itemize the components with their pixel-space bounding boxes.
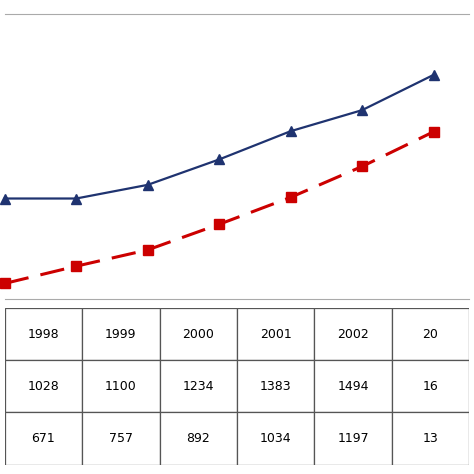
Text: 1999: 1999 (105, 328, 137, 341)
Text: 2001: 2001 (260, 328, 292, 341)
Bar (160, 360, 237, 412)
Text: 1100: 1100 (105, 380, 137, 393)
Text: 1028: 1028 (27, 380, 59, 393)
Text: 1383: 1383 (260, 380, 292, 393)
Bar (314, 412, 392, 465)
Text: 20: 20 (423, 328, 438, 341)
Bar (82, 360, 160, 412)
Bar (160, 308, 237, 360)
Text: 1197: 1197 (337, 432, 369, 445)
Text: 892: 892 (186, 432, 210, 445)
Bar (160, 412, 237, 465)
Text: 757: 757 (109, 432, 133, 445)
Text: 2000: 2000 (182, 328, 214, 341)
Bar (5, 308, 82, 360)
Bar (392, 360, 469, 412)
Text: 2002: 2002 (337, 328, 369, 341)
Bar (5, 360, 82, 412)
Text: 1494: 1494 (337, 380, 369, 393)
Text: 1034: 1034 (260, 432, 292, 445)
Bar (314, 308, 392, 360)
Text: 671: 671 (32, 432, 55, 445)
Bar (392, 412, 469, 465)
Bar (237, 308, 314, 360)
Bar (314, 360, 392, 412)
Bar (392, 308, 469, 360)
Text: 13: 13 (423, 432, 438, 445)
Bar (237, 412, 314, 465)
Bar (5, 412, 82, 465)
Text: 1234: 1234 (182, 380, 214, 393)
Bar (82, 308, 160, 360)
Bar (82, 412, 160, 465)
Text: 16: 16 (423, 380, 438, 393)
Text: 1998: 1998 (27, 328, 59, 341)
Bar (237, 360, 314, 412)
